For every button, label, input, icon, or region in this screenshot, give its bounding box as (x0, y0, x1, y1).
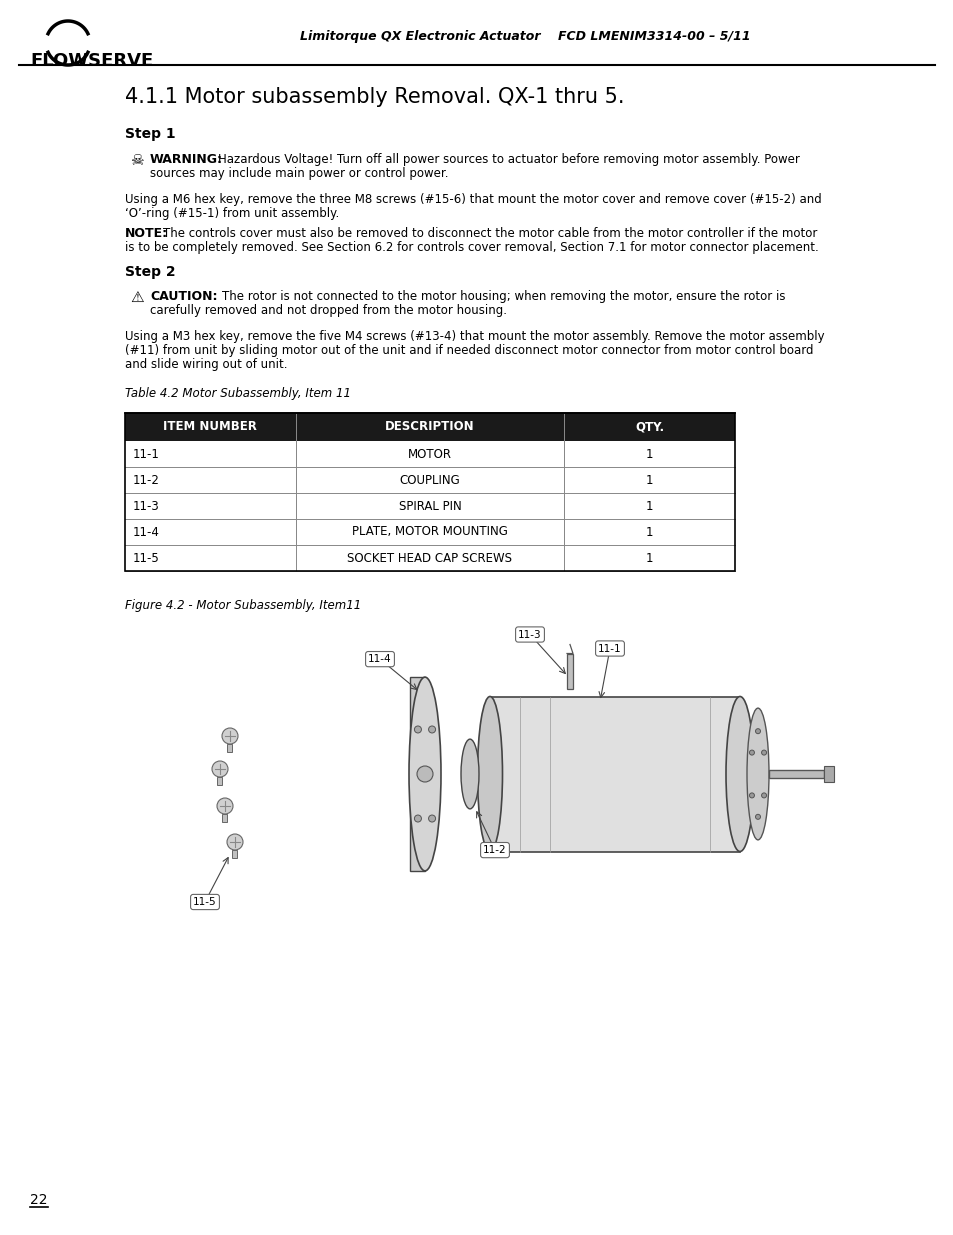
Circle shape (222, 727, 237, 743)
Text: 1: 1 (645, 526, 653, 538)
Circle shape (760, 750, 766, 755)
Text: 11-5: 11-5 (132, 552, 159, 564)
Text: Step 1: Step 1 (125, 127, 175, 141)
Text: COUPLING: COUPLING (399, 473, 460, 487)
Bar (125, 412, 734, 441)
Circle shape (755, 814, 760, 819)
Text: 1: 1 (645, 447, 653, 461)
Bar (227, 743, 233, 752)
Text: (#11) from unit by sliding motor out of the unit and if needed disconnect motor : (#11) from unit by sliding motor out of … (125, 345, 813, 357)
Bar (125, 467, 734, 493)
Text: 11-2: 11-2 (132, 473, 160, 487)
Text: FLOWSERVE: FLOWSERVE (30, 52, 153, 70)
Text: 11-4: 11-4 (368, 655, 392, 664)
Circle shape (414, 726, 421, 734)
Bar (125, 519, 734, 545)
Bar (823, 766, 833, 782)
Text: Step 2: Step 2 (125, 266, 175, 279)
Ellipse shape (746, 708, 768, 840)
Circle shape (755, 729, 760, 734)
Circle shape (760, 793, 766, 798)
Text: 11-4: 11-4 (132, 526, 160, 538)
Text: 11-3: 11-3 (517, 630, 541, 640)
Text: ITEM NUMBER: ITEM NUMBER (163, 420, 257, 433)
Text: 11-1: 11-1 (132, 447, 160, 461)
Text: Using a M6 hex key, remove the three M8 screws (#15-6) that mount the motor cove: Using a M6 hex key, remove the three M8 … (125, 193, 821, 206)
Text: ☠: ☠ (130, 153, 144, 168)
Bar (460, 769, 478, 778)
Text: 11-3: 11-3 (132, 499, 159, 513)
Text: Figure 4.2 - Motor Subassembly, Item11: Figure 4.2 - Motor Subassembly, Item11 (125, 599, 361, 613)
Text: carefully removed and not dropped from the motor housing.: carefully removed and not dropped from t… (150, 304, 506, 317)
Text: SPIRAL PIN: SPIRAL PIN (398, 499, 461, 513)
Circle shape (428, 726, 436, 734)
Text: 11-5: 11-5 (193, 897, 216, 906)
Text: SOCKET HEAD CAP SCREWS: SOCKET HEAD CAP SCREWS (347, 552, 512, 564)
Text: Table 4.2 Motor Subassembly, Item 11: Table 4.2 Motor Subassembly, Item 11 (125, 387, 351, 400)
Circle shape (216, 798, 233, 814)
Text: QTY.: QTY. (635, 420, 663, 433)
Text: 1: 1 (645, 499, 653, 513)
Bar (410, 677, 424, 871)
Circle shape (749, 793, 754, 798)
Text: ‘O’-ring (#15-1) from unit assembly.: ‘O’-ring (#15-1) from unit assembly. (125, 207, 339, 220)
Text: The rotor is not connected to the motor housing; when removing the motor, ensure: The rotor is not connected to the motor … (222, 290, 784, 303)
Text: 1: 1 (645, 552, 653, 564)
Circle shape (227, 834, 243, 850)
Text: Hazardous Voltage! Turn off all power sources to actuator before removing motor : Hazardous Voltage! Turn off all power so… (218, 153, 799, 165)
Bar (233, 850, 237, 858)
Bar (217, 777, 222, 785)
Text: 1: 1 (645, 473, 653, 487)
Text: 11-2: 11-2 (482, 845, 506, 855)
Text: sources may include main power or control power.: sources may include main power or contro… (150, 167, 448, 180)
Text: is to be completely removed. See Section 6.2 for controls cover removal, Section: is to be completely removed. See Section… (125, 241, 818, 254)
Bar (566, 653, 573, 688)
Circle shape (428, 815, 436, 823)
Ellipse shape (725, 697, 753, 851)
Bar (125, 441, 734, 467)
Bar (490, 697, 740, 851)
Text: and slide wiring out of unit.: and slide wiring out of unit. (125, 358, 287, 370)
Text: 22: 22 (30, 1193, 48, 1207)
Circle shape (416, 766, 433, 782)
Text: 11-1: 11-1 (598, 643, 621, 653)
Text: WARNING:: WARNING: (150, 153, 223, 165)
Text: 4.1.1 Motor subassembly Removal. QX-1 thru 5.: 4.1.1 Motor subassembly Removal. QX-1 th… (125, 86, 624, 107)
Text: The controls cover must also be removed to disconnect the motor cable from the m: The controls cover must also be removed … (163, 227, 817, 240)
Bar (125, 493, 734, 519)
Text: Limitorque QX Electronic Actuator    FCD LMENIM3314-00 – 5/11: Limitorque QX Electronic Actuator FCD LM… (299, 30, 750, 43)
Ellipse shape (409, 677, 440, 871)
Ellipse shape (477, 697, 502, 851)
Circle shape (749, 750, 754, 755)
Circle shape (414, 815, 421, 823)
Text: NOTE:: NOTE: (125, 227, 168, 240)
Bar (125, 412, 734, 571)
Bar (222, 814, 227, 823)
Text: MOTOR: MOTOR (408, 447, 452, 461)
Bar (125, 545, 734, 571)
Ellipse shape (460, 739, 478, 809)
Text: DESCRIPTION: DESCRIPTION (385, 420, 475, 433)
Text: CAUTION:: CAUTION: (150, 290, 217, 303)
Text: Using a M3 hex key, remove the five M4 screws (#13-4) that mount the motor assem: Using a M3 hex key, remove the five M4 s… (125, 330, 823, 343)
Text: PLATE, MOTOR MOUNTING: PLATE, MOTOR MOUNTING (352, 526, 507, 538)
Circle shape (212, 761, 228, 777)
Bar (768, 769, 823, 778)
Text: ⚠: ⚠ (130, 290, 144, 305)
